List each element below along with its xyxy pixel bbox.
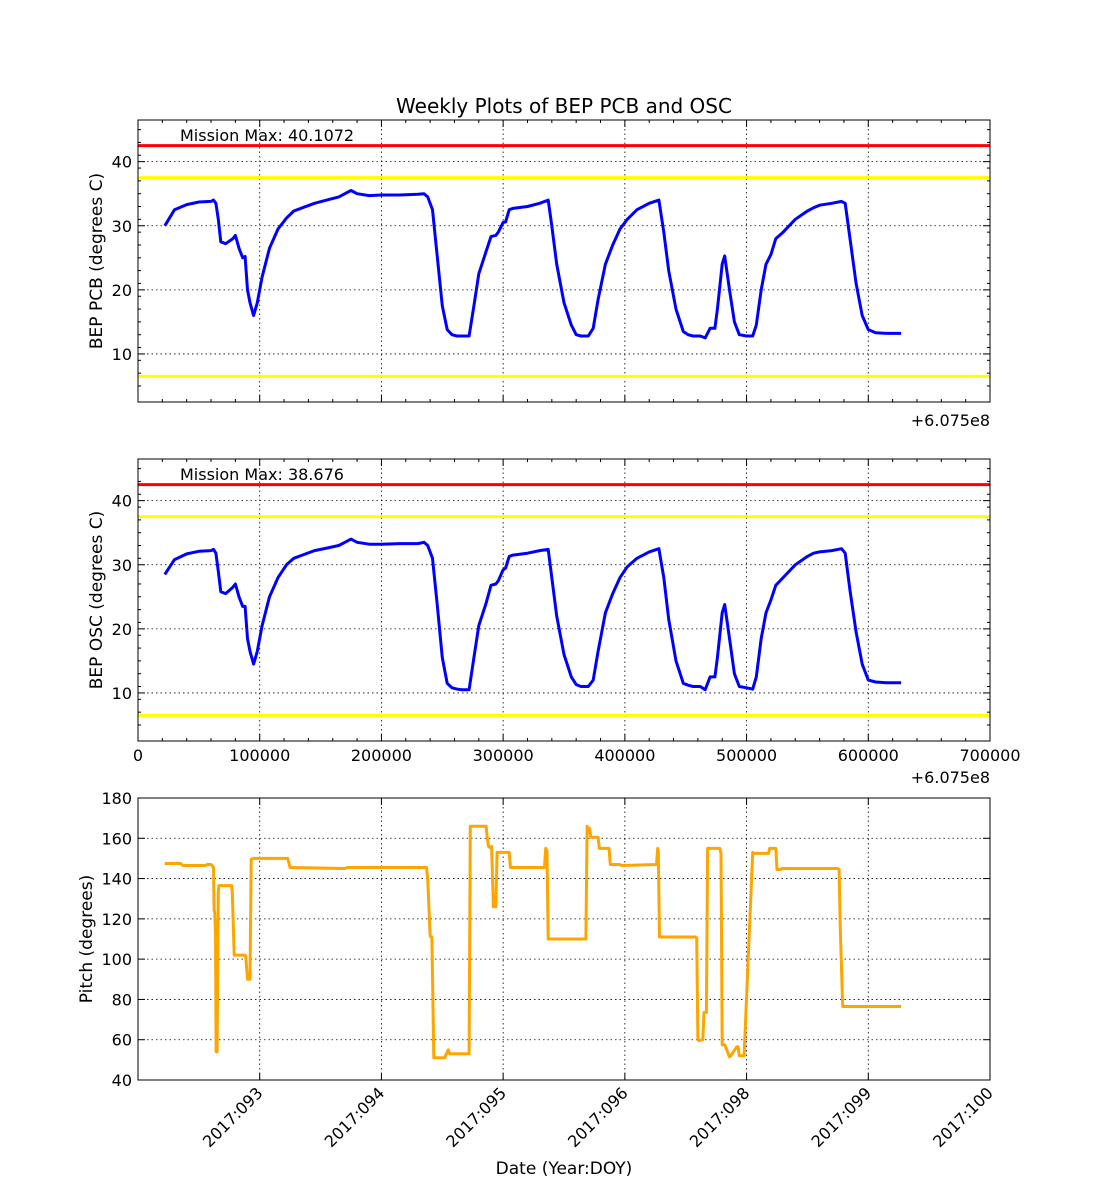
bep-pcb-ticks: 10 20 30 40 — [112, 120, 991, 402]
bep-osc-x-tick-label: 0 — [133, 746, 143, 765]
bep-osc-ticks: 0 100000 200000 300000 400000 500000 600000 700… — [112, 459, 1021, 765]
bep-pcb-mission-max: Mission Max: 40.1072 — [180, 126, 354, 145]
bep-pcb-y-tick-label: 40 — [112, 153, 132, 172]
bep-osc-x-tick-label: 500000 — [716, 746, 777, 765]
bep-pcb-panel: Weekly Plots of BEP PCB and OSC 10 20 30 40… — [87, 94, 991, 430]
bep-pcb-y-axis-label: BEP PCB (degrees C) — [87, 173, 107, 349]
pitch-y-tick-label: 80 — [112, 990, 132, 1009]
bep-osc-y-tick-label: 30 — [112, 556, 132, 575]
pitch-x-axis-label: Date (Year:DOY) — [496, 1159, 633, 1179]
pitch-y-axis-label: Pitch (degrees) — [77, 875, 97, 1004]
bep-pcb-y-tick-label: 30 — [112, 217, 132, 236]
pitch-series — [164, 824, 902, 1060]
bep-osc-x-tick-label: 200000 — [351, 746, 412, 765]
bep-pcb-y-tick-label: 20 — [112, 281, 132, 300]
pitch-y-tick-label: 120 — [101, 910, 132, 929]
bep-osc-y-tick-label: 20 — [112, 620, 132, 639]
bep-pcb-limit-lines — [138, 144, 990, 378]
bep-osc-y-tick-label: 10 — [112, 684, 132, 703]
bep-osc-series-line — [163, 537, 902, 692]
bep-osc-x-offset: +6.075e8 — [911, 768, 990, 787]
bep-osc-x-tick-label: 600000 — [838, 746, 899, 765]
bep-osc-x-tick-label: 400000 — [594, 746, 655, 765]
pitch-y-tick-label: 100 — [101, 950, 132, 969]
bep-osc-plot-frame — [137, 458, 991, 742]
bep-pcb-series — [163, 189, 902, 340]
bep-pcb-plot-frame — [137, 119, 991, 403]
bep-osc-x-tick-label: 700000 — [959, 746, 1020, 765]
bep-osc-series — [163, 537, 902, 692]
pitch-plot-frame — [137, 797, 991, 1081]
bep-osc-y-axis-label: BEP OSC (degrees C) — [87, 511, 107, 689]
pitch-y-tick-label: 160 — [101, 829, 132, 848]
bep-pcb-y-tick-label: 10 — [112, 345, 132, 364]
bep-osc-limit-lines — [138, 483, 990, 717]
pitch-y-tick-label: 60 — [112, 1031, 132, 1050]
bep-osc-x-tick-label: 300000 — [473, 746, 534, 765]
bep-pcb-series-line — [163, 189, 902, 340]
pitch-series-line — [164, 824, 902, 1060]
bep-osc-x-tick-label: 100000 — [229, 746, 290, 765]
chart-title: Weekly Plots of BEP PCB and OSC — [396, 94, 732, 118]
pitch-y-tick-label: 40 — [112, 1071, 132, 1090]
bep-osc-mission-max: Mission Max: 38.676 — [180, 465, 344, 484]
bep-osc-panel: 0 100000 200000 300000 400000 500000 600000 700… — [87, 458, 1021, 787]
pitch-y-tick-label: 140 — [101, 870, 132, 889]
bep-osc-y-tick-label: 40 — [112, 492, 132, 511]
bep-pcb-x-offset: +6.075e8 — [911, 411, 990, 430]
pitch-y-tick-label: 180 — [101, 789, 132, 808]
